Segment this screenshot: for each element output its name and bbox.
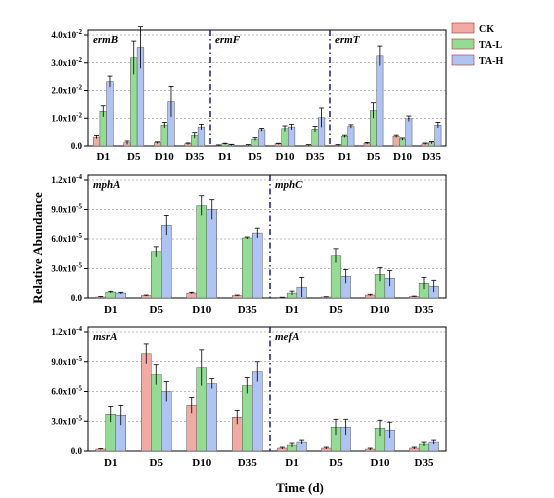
gene-group-ermB: ermB D1 D5 D10 D35 (92, 26, 206, 163)
bar (242, 237, 253, 299)
panel-middle: 0.0 3.0x10-5 6.0x10-5 9.0x10-5 1.2x10-4 mphA D… (51, 173, 447, 316)
y-tick-label: 1.2x10-4 (51, 325, 82, 337)
category-label: D5 (127, 151, 141, 163)
category-label: D1 (285, 457, 298, 469)
category-label: D5 (367, 151, 381, 163)
legend-label-ta-l: TA-L (479, 40, 502, 51)
category-label: D1 (218, 151, 231, 163)
category-label: D5 (329, 304, 343, 316)
y-tick-label: 1.0x10-2 (51, 111, 82, 123)
gene-group-mphA: mphA D1 D5 D10 D35 (93, 179, 263, 316)
gene-group-mefA: mefA D1 D5 D10 D35 (275, 331, 439, 469)
category-label: D10 (371, 304, 390, 316)
y-tick-label: 3.0x10-2 (51, 56, 82, 68)
bar (206, 383, 217, 452)
category-label: D1 (104, 304, 117, 316)
category-label: D35 (306, 151, 325, 163)
gene-group-ermF: ermF D1 D5 D10 D35 (214, 34, 326, 163)
bar (141, 353, 152, 452)
plot-panels: 0.0 1.0x10-2 2.0x10-2 3.0x10-2 4.0x10-2 ermB D… (51, 26, 447, 469)
bar (347, 126, 355, 147)
category-label: D10 (192, 457, 211, 469)
bar (341, 136, 348, 147)
x-axis-title: Time (d) (276, 480, 324, 495)
bar (151, 251, 162, 299)
category-label: D35 (238, 304, 257, 316)
bar (161, 224, 172, 299)
category-label: D10 (155, 151, 174, 163)
bar (258, 129, 266, 147)
bar (151, 374, 162, 452)
category-label: D5 (150, 304, 164, 316)
y-tick-label: 0.0 (71, 293, 83, 303)
bar (252, 371, 263, 452)
legend-swatch-ta-h (451, 54, 475, 66)
panel-frame (87, 174, 447, 299)
gene-label: ermF (215, 34, 241, 46)
gene-group-mphC: mphC D1 D5 D10 D35 (275, 179, 439, 316)
category-label: D10 (371, 457, 390, 469)
category-label: D1 (338, 151, 351, 163)
y-tick-label: 3.0x10-5 (51, 262, 82, 274)
category-label: D1 (97, 151, 110, 163)
bar (105, 291, 116, 299)
bar (242, 385, 253, 452)
category-label: D5 (329, 457, 343, 469)
category-label: D5 (248, 151, 262, 163)
bar (106, 81, 114, 147)
y-tick-label: 4.0x10-2 (51, 28, 82, 40)
y-tick-label: 0.0 (71, 141, 83, 151)
y-tick-label: 1.2x10-4 (51, 173, 82, 185)
bar (196, 205, 207, 299)
category-label: D35 (415, 304, 434, 316)
gene-group-ermT: ermT D1 D5 D10 D35 (334, 34, 442, 163)
gene-group-msrA: msrA D1 D5 D10 D35 (93, 331, 263, 469)
bar (252, 232, 263, 299)
y-tick-label: 9.0x10-5 (51, 203, 82, 215)
panel-frame (87, 29, 447, 147)
y-tick-label: 3.0x10-5 (51, 414, 82, 426)
legend-swatch-ck (451, 22, 475, 34)
y-tick-label: 9.0x10-5 (51, 355, 82, 367)
gene-label: msrA (93, 331, 117, 343)
category-label: D10 (393, 151, 412, 163)
category-label: D35 (185, 151, 204, 163)
category-label: D1 (285, 304, 298, 316)
y-tick-label: 6.0x10-5 (51, 232, 82, 244)
gene-label: mphA (93, 179, 121, 191)
gene-label: ermB (93, 34, 118, 46)
panel-bottom: 0.0 3.0x10-5 6.0x10-5 9.0x10-5 1.2x10-4 msrA D… (51, 325, 447, 469)
bar (206, 209, 217, 299)
bar (197, 126, 206, 147)
category-label: D1 (104, 457, 117, 469)
category-label: D35 (238, 457, 257, 469)
category-label: D5 (150, 457, 164, 469)
y-tick-label: 0.0 (71, 446, 83, 456)
category-label: D35 (415, 457, 434, 469)
category-label: D35 (422, 151, 441, 163)
category-label: D10 (192, 304, 211, 316)
panel-top: 0.0 1.0x10-2 2.0x10-2 3.0x10-2 4.0x10-2 ermB D… (51, 26, 447, 163)
category-label: D10 (276, 151, 295, 163)
bar (376, 55, 384, 147)
y-tick-label: 6.0x10-5 (51, 385, 82, 397)
bar (160, 124, 168, 147)
bar (405, 118, 413, 147)
legend-label-ta-h: TA-H (479, 56, 503, 67)
bar (288, 126, 296, 147)
legend-swatch-ta-l (451, 38, 475, 50)
panel-frame (87, 326, 447, 452)
legend-label-ck: CK (479, 24, 494, 35)
y-axis-title: Relative Abundance (30, 192, 45, 304)
bar (392, 136, 400, 147)
gene-label: mefA (275, 331, 299, 343)
bar (434, 124, 442, 147)
gene-label: mphC (275, 179, 303, 191)
legend: CK TA-L TA-H (451, 22, 503, 67)
gene-label: ermT (335, 34, 361, 46)
y-tick-label: 2.0x10-2 (51, 84, 82, 96)
